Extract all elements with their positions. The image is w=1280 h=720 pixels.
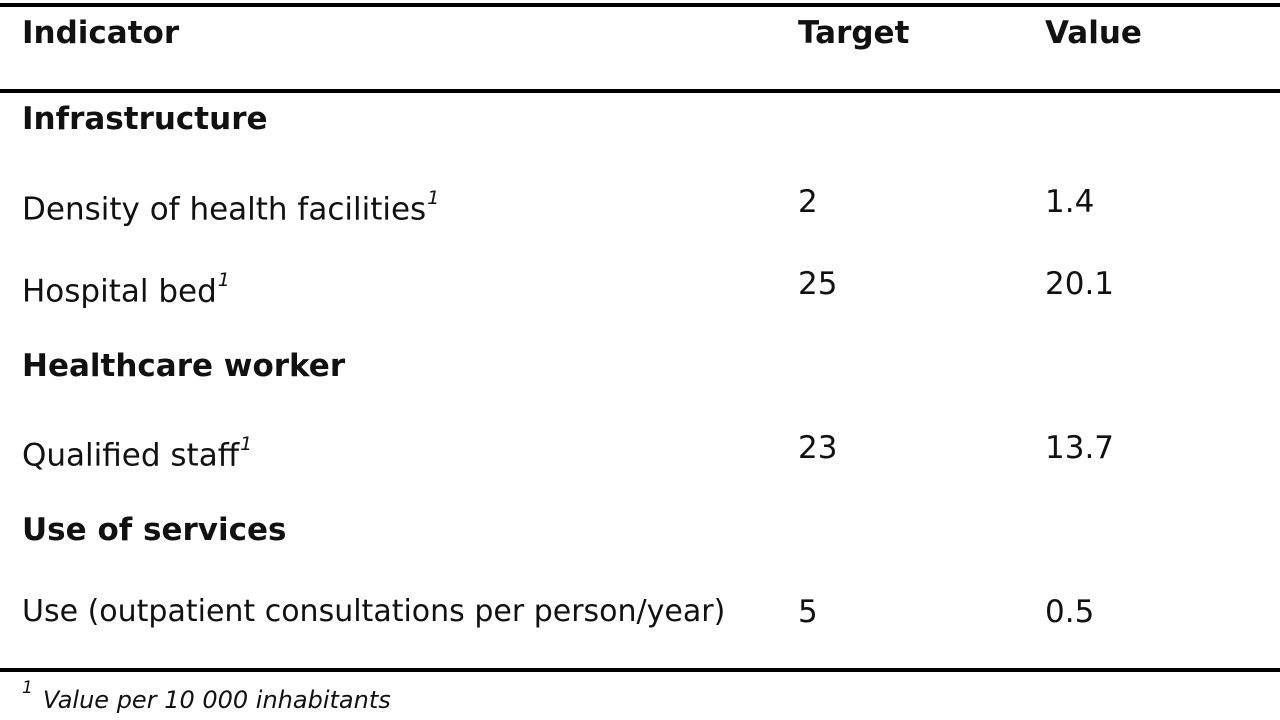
table-top-rule xyxy=(0,3,1280,7)
section-label: Use of services xyxy=(22,512,287,548)
value-cell: 1.4 xyxy=(1045,184,1095,220)
indicator-label: Use (outpatient consultations per person… xyxy=(22,594,726,629)
target-cell: 2 xyxy=(798,184,818,220)
footnote-mark: 1 xyxy=(217,269,230,291)
footnote-text: Value per 10 000 inhabitants xyxy=(42,686,391,714)
target-cell: 5 xyxy=(798,594,818,630)
section-label: Healthcare worker xyxy=(22,348,346,384)
header-indicator: Indicator xyxy=(22,15,180,51)
table-bottom-rule xyxy=(0,668,1280,672)
table-footnote: 1 Value per 10 000 inhabitants xyxy=(22,674,391,720)
footnote-mark: 1 xyxy=(240,433,253,455)
indicator-cell: Use (outpatient consultations per person… xyxy=(22,592,725,632)
target-cell: 23 xyxy=(798,430,838,466)
header-target: Target xyxy=(798,15,910,51)
section-label: Infrastructure xyxy=(22,101,268,137)
target-cell: 25 xyxy=(798,266,838,302)
indicator-cell: Density of health facilities1 xyxy=(22,182,439,229)
footnote-mark: 1 xyxy=(427,187,440,209)
indicator-cell: Qualified staff1 xyxy=(22,428,252,475)
indicator-label: Hospital bed xyxy=(22,273,217,310)
header-value: Value xyxy=(1045,15,1142,51)
indicator-cell: Hospital bed1 xyxy=(22,264,230,311)
footnote-mark: 1 xyxy=(22,678,33,698)
indicator-label: Qualified staff xyxy=(22,437,240,474)
value-cell: 13.7 xyxy=(1045,430,1115,466)
indicator-label: Density of health facilities xyxy=(22,191,427,228)
value-cell: 0.5 xyxy=(1045,594,1095,630)
value-cell: 20.1 xyxy=(1045,266,1115,302)
table-header-rule xyxy=(0,89,1280,93)
